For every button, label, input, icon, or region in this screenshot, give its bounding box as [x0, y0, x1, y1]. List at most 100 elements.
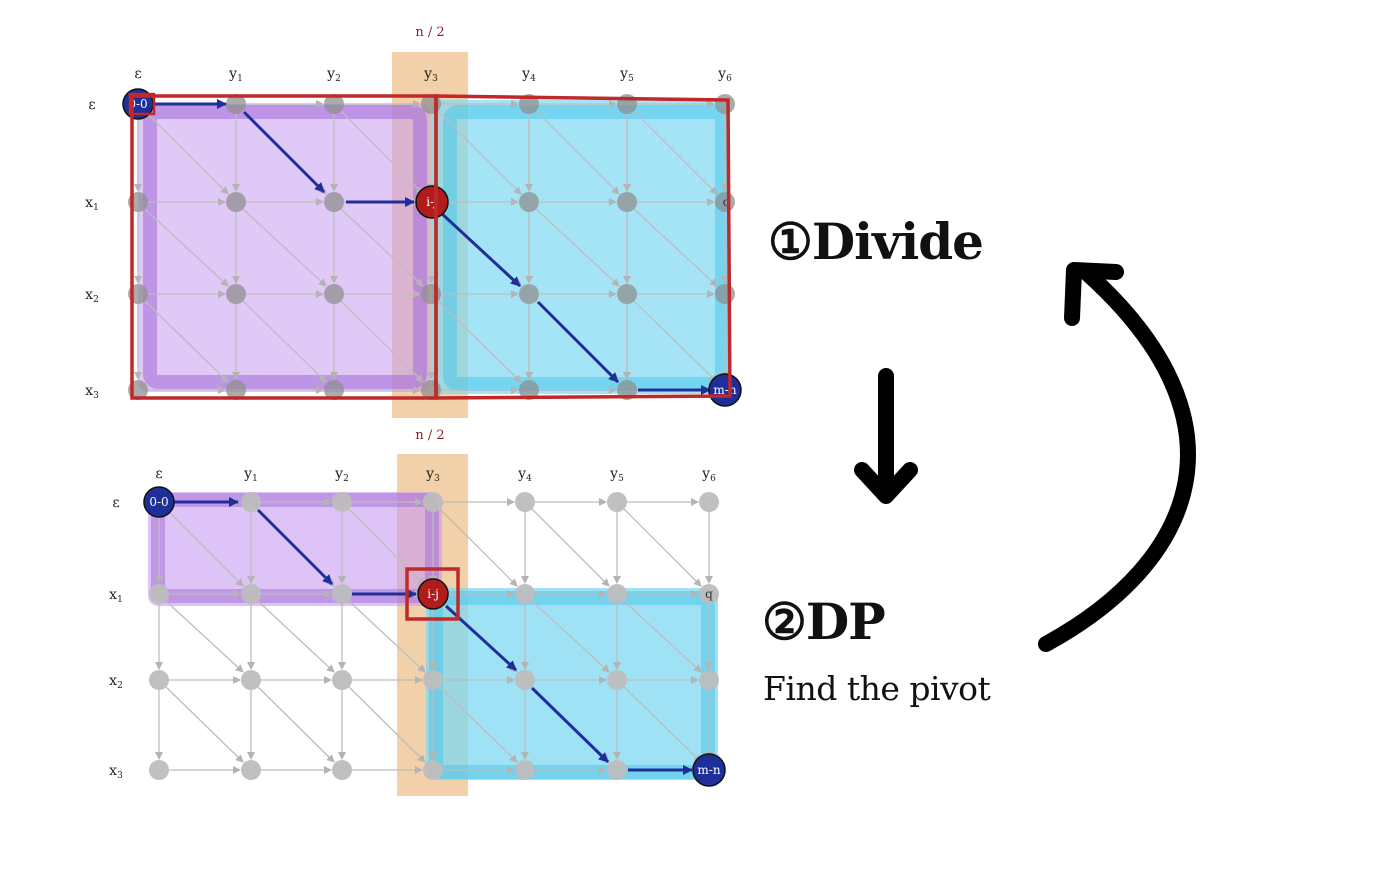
- grid-edge: [165, 686, 244, 763]
- column-header: y1: [228, 66, 243, 84]
- grid-node: [324, 94, 344, 114]
- column-header: y6: [717, 66, 732, 84]
- grid-edge: [340, 300, 424, 383]
- grid-node: [699, 670, 719, 690]
- end-node: m-n: [708, 373, 742, 407]
- svg-text:i-j: i-j: [426, 195, 438, 209]
- grid-node: [699, 584, 719, 604]
- grid-node: [607, 584, 627, 604]
- pivot-box: [405, 567, 460, 621]
- grid-edge: [623, 686, 702, 763]
- column-header: y2: [334, 466, 349, 484]
- grid-node: [332, 584, 352, 604]
- curved-arrow: [1038, 262, 1196, 652]
- grid-node: [519, 192, 539, 212]
- grid-edge: [242, 300, 327, 383]
- grid-node: [332, 492, 352, 512]
- grid-edge: [633, 208, 718, 287]
- grid-node: [515, 760, 535, 780]
- midpoint-label: n / 2: [415, 428, 444, 443]
- svg-text:m-n: m-n: [697, 763, 720, 777]
- target-node-label: c: [723, 195, 730, 209]
- left-subproblem-inner: [151, 493, 439, 603]
- grid-node: [324, 192, 344, 212]
- grid-node: [617, 192, 637, 212]
- grid-edge: [340, 110, 424, 195]
- grid-edge: [535, 208, 620, 287]
- grid-node: [241, 492, 261, 512]
- grid-node: [519, 284, 539, 304]
- grid-edge: [348, 686, 426, 763]
- svg-text:i-j: i-j: [427, 587, 439, 601]
- grid-node: [149, 760, 169, 780]
- grid-edge: [437, 300, 522, 383]
- grid-node: [423, 760, 443, 780]
- right-subproblem: [426, 588, 718, 780]
- grid-edge: [437, 110, 522, 195]
- row-header: x2: [109, 673, 123, 691]
- grid-edge: [633, 300, 718, 383]
- grid-node: [149, 670, 169, 690]
- grid-edge: [531, 600, 610, 673]
- grid-node: [423, 492, 443, 512]
- grid-node: [515, 670, 535, 690]
- grid-node: [226, 192, 246, 212]
- svg-text:0-0: 0-0: [149, 495, 168, 509]
- grid-node: [617, 284, 637, 304]
- row-header: ε: [88, 97, 95, 113]
- grid-node: [607, 492, 627, 512]
- grid-node: [324, 284, 344, 304]
- column-header: y4: [521, 66, 536, 84]
- grid-node: [324, 380, 344, 400]
- right-region-inner: [443, 105, 729, 391]
- grid-edge: [257, 686, 335, 763]
- grid-edge: [144, 208, 229, 287]
- grid-node: [519, 380, 539, 400]
- grid-node: [715, 284, 735, 304]
- right-region: [432, 100, 730, 394]
- column-headers: ε y1 y2 y3 y4 y5 y6: [155, 466, 716, 484]
- column-header: y5: [619, 66, 634, 84]
- pivot-node: i-j: [417, 578, 449, 610]
- grid-edge: [439, 686, 518, 763]
- grid-node: [515, 584, 535, 604]
- row-header: ε: [112, 495, 119, 511]
- grid-node: [241, 670, 261, 690]
- grid-edge: [623, 600, 702, 673]
- alignment-path: [150, 99, 711, 395]
- left-region-inner: [143, 105, 427, 389]
- row-header: x1: [85, 195, 99, 213]
- divide-step-label: ①Divide: [768, 212, 984, 271]
- dp-step-label: ②DP: [762, 592, 886, 651]
- grid-edge: [348, 508, 426, 587]
- target-node-label: q: [705, 587, 713, 601]
- grid-node: [332, 760, 352, 780]
- row-headers: ε x1 x2 x3: [85, 97, 99, 401]
- end-node: m-n: [692, 753, 726, 787]
- start-node: 0-0: [143, 486, 175, 518]
- column-header: y1: [243, 466, 258, 484]
- pivot-node: i-j: [415, 185, 449, 219]
- grid-node: [515, 492, 535, 512]
- column-header: y5: [609, 466, 624, 484]
- grid-node: [699, 492, 719, 512]
- grid-edge: [144, 110, 229, 195]
- grid-node: [715, 94, 735, 114]
- column-header: y2: [326, 66, 341, 84]
- grid-edge: [439, 508, 518, 587]
- grid-edge: [633, 110, 718, 195]
- grid-edge: [257, 600, 335, 673]
- grid-edge: [144, 300, 229, 383]
- column-header: ε: [134, 66, 141, 82]
- grid-node: [241, 584, 261, 604]
- row-header: x3: [85, 383, 99, 401]
- right-half-box: [434, 94, 732, 400]
- row-header: x2: [85, 287, 99, 305]
- grid-node: [607, 670, 627, 690]
- grid-edge: [535, 110, 620, 195]
- grid-node: [241, 760, 261, 780]
- grid-edge: [165, 508, 244, 587]
- row-header: x3: [109, 763, 123, 781]
- midpoint-label: n / 2: [415, 25, 444, 40]
